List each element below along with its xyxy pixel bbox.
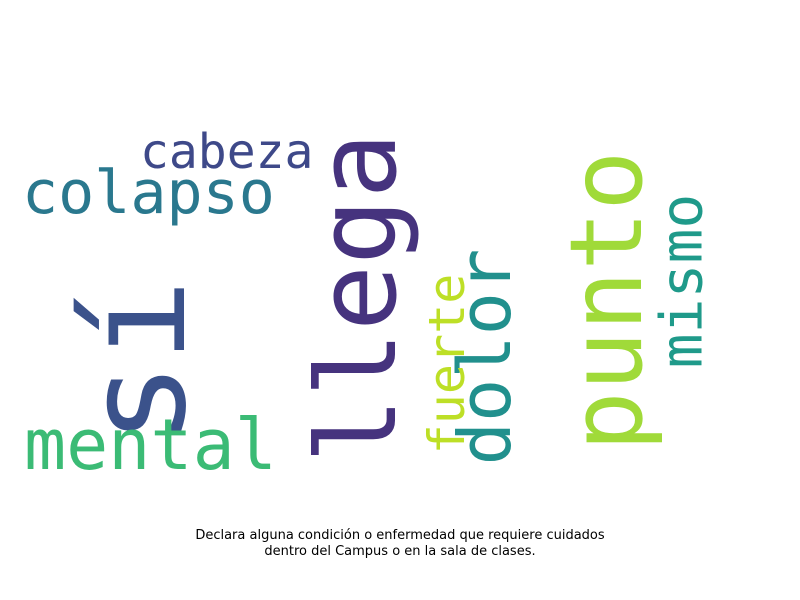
word-cabeza: cabeza — [140, 124, 314, 180]
caption: Declara alguna condición o enfermedad qu… — [0, 528, 800, 560]
word-punto: punto — [548, 150, 665, 452]
word-colapso: colapso — [22, 158, 275, 228]
word-fuerte: fuerte — [418, 273, 476, 455]
word-mismo: mismo — [647, 193, 716, 369]
word-mental: mental — [24, 404, 277, 486]
caption-line-1: Declara alguna condición o enfermedad qu… — [195, 528, 605, 543]
caption-line-2: dentro del Campus o en la sala de clases… — [264, 544, 536, 559]
